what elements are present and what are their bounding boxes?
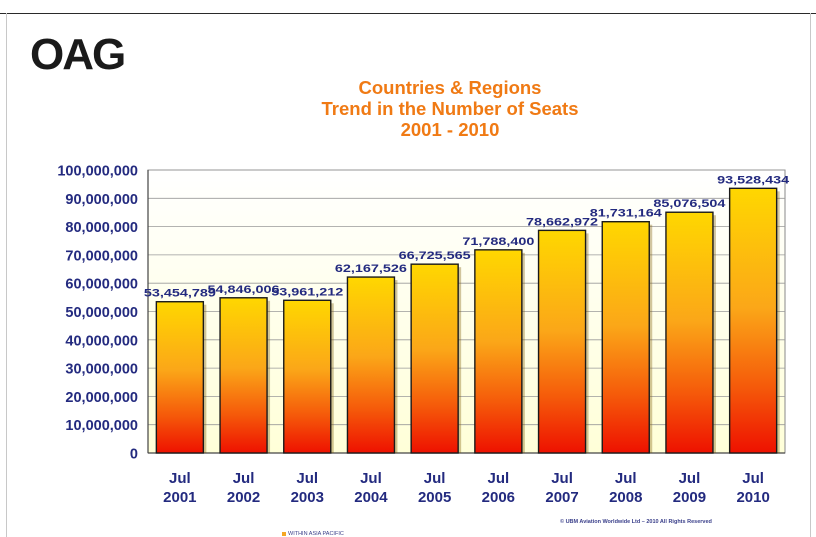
bar [601, 221, 650, 454]
x-tick-label-year: 2009 [673, 489, 706, 506]
y-tick-label: 80,000,000 [65, 220, 138, 236]
bar-value-label: 71,788,400 [462, 236, 534, 248]
right-border [810, 13, 811, 537]
x-tick-label-month: Jul [679, 470, 701, 487]
bar [283, 299, 332, 454]
x-tick-label-year: 2006 [482, 489, 515, 506]
x-tick-label-month: Jul [488, 470, 510, 487]
chart-title-line-2: Trend in the Number of Seats [321, 98, 579, 119]
bar-value-label: 66,725,565 [399, 250, 471, 262]
x-tick-label-year: 2001 [163, 489, 196, 506]
copyright-text: © UBM Aviation Worldwide Ltd – 2010 All … [560, 519, 712, 525]
legend-swatch [282, 531, 286, 536]
chart-title-line-1: Countries & Regions [358, 77, 542, 98]
x-tick-label-year: 2003 [291, 489, 324, 506]
legend: WITHIN ASIA PACIFIC [282, 531, 344, 537]
chart-title: Countries & Regions Trend in the Number … [190, 77, 710, 140]
y-tick-label: 40,000,000 [65, 333, 138, 349]
bar [155, 301, 205, 454]
bar-value-label: 81,731,164 [590, 208, 663, 220]
bar-value-label: 85,076,504 [653, 198, 726, 210]
bar [474, 249, 523, 454]
bar [219, 297, 268, 454]
x-tick-label-year: 2002 [227, 489, 260, 506]
y-tick-label: 70,000,000 [65, 248, 138, 264]
bar [665, 211, 714, 454]
oag-logo: OAG [30, 30, 126, 79]
y-tick-label: 0 [130, 447, 138, 463]
bar-value-label: 78,662,972 [526, 216, 598, 228]
y-tick-label: 10,000,000 [65, 418, 138, 434]
top-border [0, 13, 816, 14]
legend-label: WITHIN ASIA PACIFIC [288, 531, 344, 537]
left-border [6, 13, 7, 537]
x-tick-label-month: Jul [360, 470, 382, 487]
bar [728, 187, 778, 454]
x-tick-label-month: Jul [296, 470, 318, 487]
x-tick-label-year: 2007 [545, 489, 578, 506]
x-tick-label-month: Jul [424, 470, 446, 487]
y-tick-label: 100,000,000 [57, 164, 138, 180]
bar-value-label: 62,167,526 [335, 263, 407, 275]
x-tick-label-year: 2004 [354, 489, 388, 506]
y-tick-label: 20,000,000 [65, 390, 138, 406]
bar-value-label: 53,454,789 [144, 288, 216, 300]
x-tick-label-month: Jul [233, 470, 255, 487]
bar-value-label: 93,528,434 [717, 174, 790, 186]
bar [537, 229, 587, 454]
x-tick-label-month: Jul [169, 470, 191, 487]
bar-value-label: 54,846,006 [208, 284, 280, 296]
x-tick-label-month: Jul [615, 470, 637, 487]
chart-title-line-3: 2001 - 2010 [400, 119, 500, 140]
x-tick-label-month: Jul [551, 470, 573, 487]
x-tick-label-month: Jul [742, 470, 764, 487]
bar [346, 276, 396, 454]
y-tick-label: 60,000,000 [65, 277, 138, 293]
y-tick-label: 50,000,000 [65, 305, 138, 321]
x-tick-label-year: 2008 [609, 489, 642, 506]
y-tick-label: 90,000,000 [65, 192, 138, 208]
x-tick-label-year: 2010 [736, 489, 769, 506]
y-tick-label: 30,000,000 [65, 362, 138, 378]
x-tick-label-year: 2005 [418, 489, 451, 506]
bar-value-label: 53,961,212 [271, 286, 343, 298]
bar [410, 263, 459, 454]
